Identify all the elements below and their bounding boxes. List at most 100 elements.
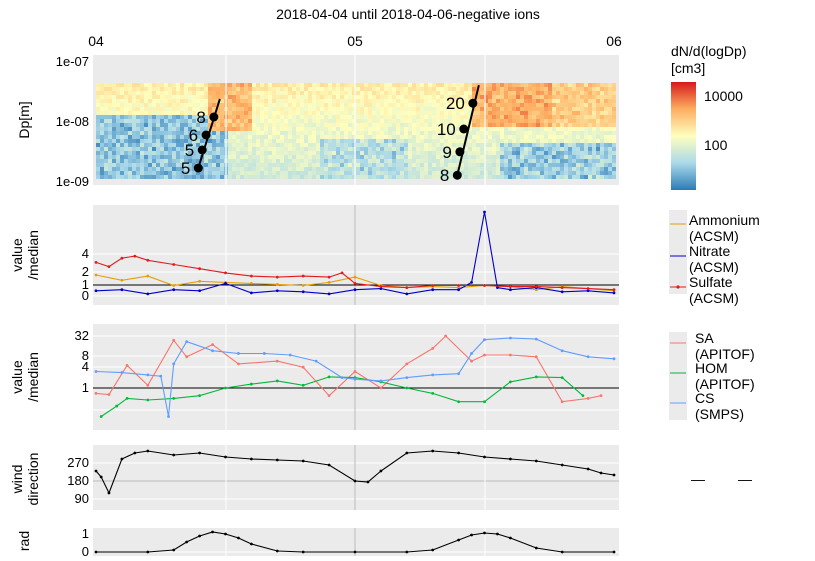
- heatmap-cell: [432, 159, 436, 163]
- heatmap-cell: [592, 87, 596, 91]
- heatmap-cell: [140, 131, 144, 135]
- series-point: [146, 550, 150, 554]
- heatmap-cell: [460, 175, 464, 179]
- heatmap-cell: [156, 95, 160, 99]
- heatmap-cell: [380, 87, 384, 91]
- heatmap-cell: [296, 143, 300, 147]
- heatmap-cell: [352, 83, 356, 87]
- heatmap-cell: [308, 163, 312, 167]
- series-point: [301, 550, 305, 554]
- heatmap-cell: [360, 171, 364, 175]
- heatmap-cell: [252, 115, 256, 119]
- heatmap-cell: [560, 159, 564, 163]
- heatmap-cell: [180, 139, 184, 143]
- heatmap-cell: [436, 115, 440, 119]
- heatmap-cell: [248, 83, 252, 87]
- heatmap-cell: [324, 119, 328, 123]
- heatmap-cell: [112, 155, 116, 159]
- heatmap-cell: [244, 163, 248, 167]
- heatmap-cell: [496, 115, 500, 119]
- heatmap-cell: [280, 123, 284, 127]
- heatmap-cell: [252, 111, 256, 115]
- heatmap-cell: [248, 119, 252, 123]
- heatmap-cell: [464, 115, 468, 119]
- heatmap-cell: [160, 91, 164, 95]
- heatmap-cell: [436, 119, 440, 123]
- heatmap-cell: [96, 115, 100, 119]
- heatmap-cell: [156, 139, 160, 143]
- heatmap-cell: [140, 103, 144, 107]
- heatmap-cell: [520, 111, 524, 115]
- heatmap-cell: [540, 123, 544, 127]
- series-point: [379, 469, 383, 473]
- heatmap-cell: [204, 103, 208, 107]
- heatmap-cell: [564, 119, 568, 123]
- heatmap-cell: [448, 131, 452, 135]
- heatmap-cell: [368, 115, 372, 119]
- heatmap-cell: [360, 95, 364, 99]
- heatmap-cell: [248, 159, 252, 163]
- heatmap-cell: [256, 167, 260, 171]
- heatmap-cell: [448, 155, 452, 159]
- heatmap-cell: [256, 155, 260, 159]
- heatmap-cell: [540, 111, 544, 115]
- heatmap-cell: [284, 139, 288, 143]
- heatmap-cell: [364, 123, 368, 127]
- heatmap-cell: [388, 135, 392, 139]
- heatmap-cell: [508, 159, 512, 163]
- heatmap-cell: [300, 135, 304, 139]
- heatmap-cell: [252, 87, 256, 91]
- heatmap-cell: [540, 139, 544, 143]
- heatmap-cell: [100, 171, 104, 175]
- heatmap-cell: [124, 147, 128, 151]
- heatmap-cell: [316, 115, 320, 119]
- heatmap-cell: [276, 151, 280, 155]
- heatmap-cell: [328, 175, 332, 179]
- heatmap-cell: [316, 87, 320, 91]
- heatmap-cell: [384, 107, 388, 111]
- heatmap-cell: [392, 159, 396, 163]
- heatmap-cell: [584, 163, 588, 167]
- heatmap-cell: [184, 143, 188, 147]
- heatmap-cell: [212, 147, 216, 151]
- heatmap-cell: [204, 155, 208, 159]
- heatmap-cell: [252, 91, 256, 95]
- heatmap-cell: [584, 143, 588, 147]
- heatmap-cell: [124, 91, 128, 95]
- heatmap-cell: [120, 131, 124, 135]
- heatmap-cell: [116, 131, 120, 135]
- series-point: [94, 469, 98, 473]
- heatmap-cell: [252, 135, 256, 139]
- heatmap-cell: [124, 131, 128, 135]
- heatmap-cell: [400, 99, 404, 103]
- heatmap-cell: [520, 103, 524, 107]
- heatmap-cell: [236, 123, 240, 127]
- heatmap-cell: [368, 99, 372, 103]
- heatmap-cell: [572, 151, 576, 155]
- heatmap-cell: [128, 147, 132, 151]
- heatmap-cell: [312, 155, 316, 159]
- heatmap-cell: [160, 151, 164, 155]
- heatmap-cell: [444, 95, 448, 99]
- heatmap-cell: [580, 147, 584, 151]
- heatmap-cell: [148, 147, 152, 151]
- heatmap-cell: [604, 127, 608, 131]
- heatmap-cell: [396, 143, 400, 147]
- heatmap-cell: [380, 103, 384, 107]
- heatmap-cell: [448, 99, 452, 103]
- heatmap-cell: [248, 111, 252, 115]
- heatmap-cell: [384, 147, 388, 151]
- heatmap-cell: [512, 175, 516, 179]
- heatmap-cell: [300, 83, 304, 87]
- heatmap-cell: [268, 159, 272, 163]
- heatmap-cell: [172, 87, 176, 91]
- heatmap-cell: [592, 171, 596, 175]
- heatmap-cell: [516, 167, 520, 171]
- heatmap-cell: [216, 123, 220, 127]
- heatmap-cell: [148, 127, 152, 131]
- heatmap-cell: [408, 103, 412, 107]
- series-point: [612, 357, 616, 361]
- heatmap-cell: [604, 135, 608, 139]
- heatmap-cell: [128, 151, 132, 155]
- heatmap-cell: [364, 135, 368, 139]
